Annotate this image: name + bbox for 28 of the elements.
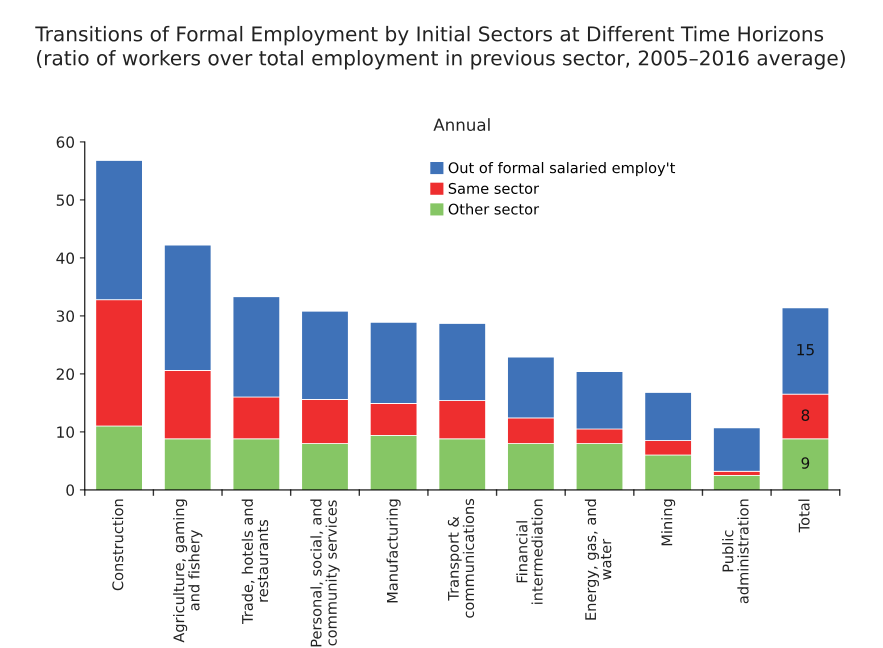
y-tick-label: 0 (66, 484, 74, 496)
legend-label: Other sector (448, 203, 540, 215)
y-tick-label: 50 (56, 194, 74, 206)
x-tick-label: Construction (112, 499, 124, 590)
bar (713, 474, 761, 490)
x-tick-label: Transport & communications (448, 498, 474, 618)
x-tick-label: Financial intermediation (516, 499, 543, 604)
bar (713, 427, 761, 472)
y-tick-label: 60 (56, 136, 74, 148)
x-tick-label: Total (798, 500, 810, 532)
x-tick-label: Manufacturing (386, 500, 401, 602)
data-label: 9 (802, 457, 810, 469)
x-tick-label: Public administration (722, 499, 749, 604)
x-tick-label: Mining (661, 500, 676, 546)
legend-label: Out of formal salaried employ't (448, 162, 676, 176)
y-tick-label: 30 (56, 310, 74, 322)
y-tick-label: 20 (56, 368, 74, 380)
data-label: 8 (802, 409, 810, 421)
y-tick-label: 40 (56, 252, 74, 264)
x-tick-label: Personal, social, and community services (310, 500, 340, 646)
data-label: 15 (797, 344, 814, 356)
chart-subtitle: Annual (433, 118, 490, 132)
x-tick-label: Trade, hotels and restaurants (242, 500, 268, 624)
chart-title: Transitions of Formal Employment by Initial Sectors at Different Time Horizons (ratio of workers over total employment in previous sector, 2005–2016 average) (35, 26, 845, 70)
x-tick-label: Energy, gas, and water (584, 500, 612, 620)
x-tick-label: Agriculture, gaming and fishery (173, 500, 202, 643)
y-tick-label: 10 (57, 426, 74, 438)
legend-label: Same sector (448, 182, 540, 194)
